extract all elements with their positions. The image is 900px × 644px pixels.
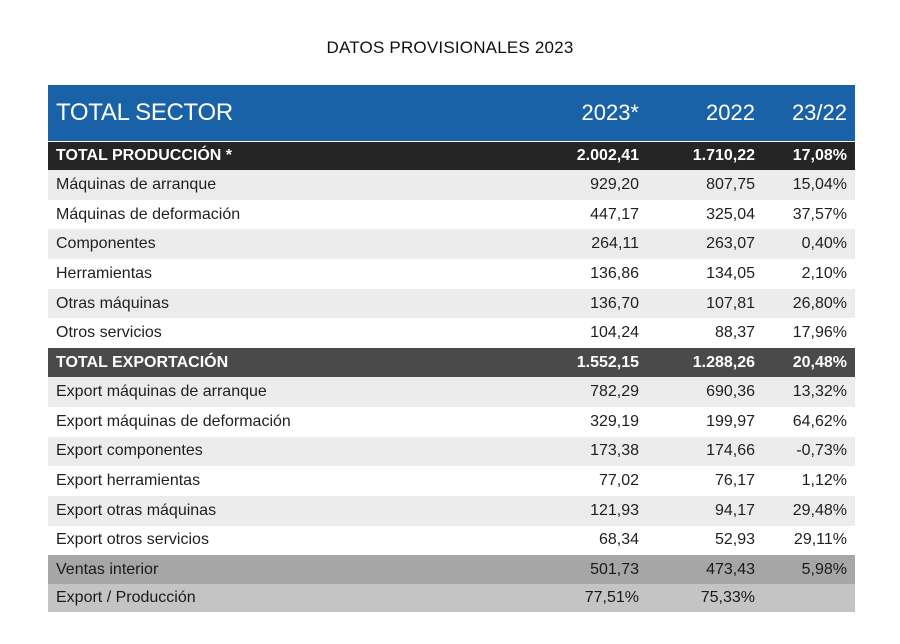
row-value-change: 2,10%: [801, 264, 847, 282]
row-value-2023: 136,70: [590, 294, 639, 312]
row-value-2023: 68,34: [598, 531, 639, 549]
table-row: Export otras máquinas 121,93 94,17 29,48…: [48, 495, 855, 526]
row-label: Otros servicios: [56, 324, 162, 342]
row-label: Máquinas de arranque: [56, 175, 217, 193]
row-value-2022: 473,43: [706, 560, 755, 578]
row-label: Componentes: [56, 235, 156, 253]
row-value-2023: 77,51%: [584, 589, 639, 607]
row-value-change: 37,57%: [792, 205, 847, 223]
table-header: TOTAL SECTOR 2023* 2022 23/22: [48, 85, 855, 142]
row-label: Export herramientas: [56, 472, 201, 490]
row-value-2022: 1.288,26: [692, 353, 755, 371]
row-value-change: 17,96%: [792, 324, 847, 342]
row-value-2023: 501,73: [590, 560, 639, 578]
row-value-change: 29,48%: [792, 501, 847, 519]
row-label: TOTAL PRODUCCIÓN *: [56, 147, 233, 164]
table-row: Export otros servicios 68,34 52,93 29,11…: [48, 525, 855, 556]
row-value-2023: 121,93: [590, 501, 639, 519]
row-value-2023: 329,19: [590, 412, 639, 430]
row-value-2022: 76,17: [714, 472, 755, 490]
row-value-2022: 690,36: [706, 382, 755, 400]
row-value-change: 17,08%: [792, 147, 847, 164]
header-label: TOTAL SECTOR: [56, 99, 233, 126]
row-value-change: 64,62%: [792, 412, 847, 430]
export-produccion-row: Export / Producción 77,51% 75,33%: [48, 584, 855, 613]
row-value-2023: 782,29: [590, 382, 639, 400]
row-value-2022: 263,07: [706, 235, 755, 253]
row-value-change: 13,32%: [792, 382, 847, 400]
row-value-2022: 94,17: [714, 501, 755, 519]
row-value-change: 20,48%: [792, 353, 847, 371]
row-label: Otras máquinas: [56, 294, 169, 312]
table-row: Componentes 264,11 263,07 0,40%: [48, 229, 855, 260]
row-label: Export / Producción: [56, 589, 196, 607]
row-label: Export máquinas de arranque: [56, 382, 267, 400]
row-label: Ventas interior: [56, 560, 159, 578]
table-row: Otros servicios 104,24 88,37 17,96%: [48, 318, 855, 349]
row-label: Máquinas de deformación: [56, 205, 241, 223]
row-value-2023: 173,38: [590, 442, 639, 460]
row-value-2022: 199,97: [706, 412, 755, 430]
row-value-2022: 75,33%: [700, 589, 755, 607]
row-value-2023: 2.002,41: [576, 147, 639, 164]
row-value-2022: 174,66: [706, 442, 755, 460]
table-row: Export herramientas 77,02 76,17 1,12%: [48, 466, 855, 496]
row-value-2022: 88,37: [714, 324, 755, 342]
row-value-2022: 807,75: [706, 175, 755, 193]
row-value-change: 5,98%: [801, 560, 847, 578]
row-label: Herramientas: [56, 264, 153, 282]
data-table: TOTAL SECTOR 2023* 2022 23/22 TOTAL PROD…: [48, 85, 855, 613]
row-value-2023: 136,86: [590, 264, 639, 282]
table-row: Export máquinas de deformación 329,19 19…: [48, 406, 855, 437]
row-value-2022: 52,93: [714, 531, 755, 549]
header-col-2023: 2023*: [581, 100, 639, 125]
row-value-2022: 1.710,22: [692, 147, 755, 164]
row-value-2022: 325,04: [706, 205, 755, 223]
row-value-change: -0,73%: [796, 442, 847, 460]
total-exportacion-row: TOTAL EXPORTACIÓN 1.552,15 1.288,26 20,4…: [48, 348, 855, 378]
row-value-change: 0,40%: [801, 235, 847, 253]
row-label: Export otros servicios: [56, 531, 209, 549]
row-value-change: 15,04%: [792, 175, 847, 193]
row-value-2023: 264,11: [591, 235, 639, 253]
row-label: Export otras máquinas: [56, 501, 217, 519]
row-label: Export componentes: [56, 442, 203, 460]
row-value-2023: 929,20: [590, 175, 639, 193]
total-produccion-row: TOTAL PRODUCCIÓN * 2.002,41 1.710,22 17,…: [48, 142, 855, 170]
page-title: DATOS PROVISIONALES 2023: [326, 38, 574, 57]
row-value-2022: 134,05: [706, 264, 755, 282]
row-value-2023: 77,02: [598, 472, 639, 490]
row-value-change: 1,12%: [801, 472, 847, 490]
row-value-change: 29,11%: [793, 531, 847, 549]
row-value-2023: 104,24: [590, 324, 639, 342]
table-row: Export máquinas de arranque 782,29 690,3…: [48, 377, 855, 407]
table-row: Export componentes 173,38 174,66 -0,73%: [48, 436, 855, 467]
row-label: Export máquinas de deformación: [56, 412, 291, 430]
row-value-change: 26,80%: [792, 294, 847, 312]
header-col-change: 23/22: [791, 100, 847, 125]
row-value-2023: 1.552,15: [576, 353, 639, 371]
table-row: Máquinas de arranque 929,20 807,75 15,04…: [48, 170, 855, 200]
ventas-interior-row: Ventas interior 501,73 473,43 5,98%: [48, 555, 855, 585]
table-row: Máquinas de deformación 447,17 325,04 37…: [48, 199, 855, 230]
row-value-2022: 107,81: [706, 294, 755, 312]
row-value-2023: 447,17: [590, 205, 639, 223]
header-col-2022: 2022: [706, 100, 755, 125]
table-row: Herramientas 136,86 134,05 2,10%: [48, 259, 855, 289]
table-row: Otras máquinas 136,70 107,81 26,80%: [48, 288, 855, 319]
row-label: TOTAL EXPORTACIÓN: [56, 353, 229, 371]
